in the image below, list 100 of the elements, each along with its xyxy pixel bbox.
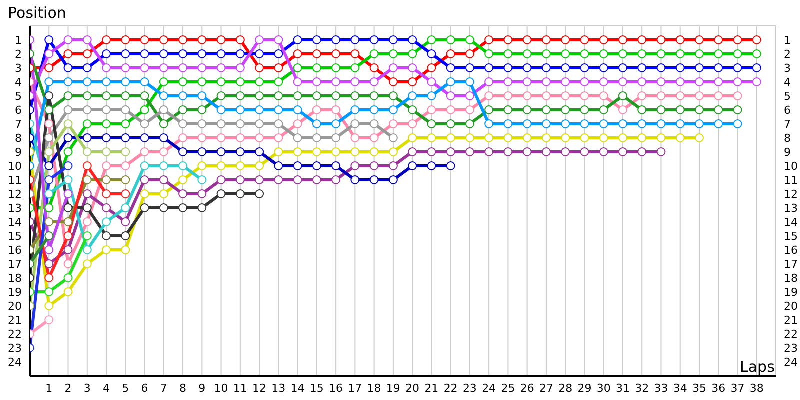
y2-tick-label: 10 [784, 160, 798, 173]
point [274, 162, 284, 170]
point [332, 176, 341, 184]
point [255, 120, 264, 128]
point [408, 134, 418, 142]
point [178, 92, 188, 100]
point [408, 120, 418, 128]
point [102, 120, 112, 128]
point [370, 92, 379, 100]
point [580, 134, 590, 142]
y2-tick-label: 14 [784, 216, 798, 229]
point [102, 218, 112, 226]
point [274, 36, 284, 44]
point [504, 134, 513, 142]
point [198, 36, 207, 44]
point [465, 64, 474, 72]
point [580, 50, 590, 58]
point [561, 120, 570, 128]
point [332, 36, 341, 44]
point [446, 120, 456, 128]
point [44, 78, 54, 86]
point [656, 106, 666, 114]
x-tick-label: 13 [272, 382, 286, 395]
point [484, 120, 494, 128]
point [542, 120, 551, 128]
point [102, 148, 112, 156]
point [44, 288, 54, 296]
point [599, 92, 608, 100]
point [656, 78, 666, 86]
point [140, 50, 150, 58]
x-tick-label: 3 [84, 382, 91, 395]
point [312, 64, 322, 72]
point [293, 148, 302, 156]
point [332, 162, 341, 170]
point [694, 78, 704, 86]
point [580, 64, 590, 72]
x-tick-label: 27 [539, 382, 554, 395]
x-tick-label: 31 [616, 382, 630, 395]
point [370, 50, 379, 58]
point [140, 64, 150, 72]
y2-tick-label: 20 [784, 300, 798, 313]
point [638, 106, 647, 114]
point [638, 92, 647, 100]
point [714, 120, 724, 128]
point [370, 148, 379, 156]
y2-tick-label: 18 [784, 272, 798, 285]
y-tick-label: 11 [8, 174, 22, 187]
point [312, 36, 322, 44]
point [694, 120, 704, 128]
point [388, 36, 398, 44]
point [121, 232, 130, 240]
point [216, 92, 226, 100]
point [332, 148, 341, 156]
point [216, 120, 226, 128]
point [159, 204, 168, 212]
point [82, 134, 92, 142]
point [504, 50, 513, 58]
point [64, 288, 73, 296]
point [140, 148, 150, 156]
point [332, 64, 341, 72]
point [312, 92, 322, 100]
point [522, 148, 532, 156]
point [293, 50, 302, 58]
x-tick-label: 18 [367, 382, 382, 395]
point [312, 176, 322, 184]
point [694, 92, 704, 100]
point [484, 106, 494, 114]
point [694, 50, 704, 58]
point [236, 120, 245, 128]
point [44, 50, 54, 58]
point [274, 78, 284, 86]
point [159, 120, 168, 128]
point [102, 246, 112, 254]
y-tick-label: 19 [8, 286, 22, 299]
point [121, 246, 130, 254]
point [44, 246, 54, 254]
point [446, 36, 456, 44]
point [446, 50, 456, 58]
point [694, 134, 704, 142]
y2-tick-label: 15 [784, 230, 798, 243]
point [599, 106, 608, 114]
point [255, 64, 264, 72]
point [388, 162, 398, 170]
point [102, 92, 112, 100]
point [178, 36, 188, 44]
point [64, 162, 73, 170]
point [140, 120, 150, 128]
point [312, 134, 322, 142]
y-axis-title: Position [8, 4, 66, 22]
point [465, 78, 474, 86]
point [255, 134, 264, 142]
point [656, 64, 666, 72]
point [64, 64, 73, 72]
y2-tick-label: 23 [784, 342, 798, 355]
point [82, 232, 92, 240]
point [82, 162, 92, 170]
x-tick-label: 19 [386, 382, 400, 395]
point [332, 106, 341, 114]
point [178, 50, 188, 58]
point [178, 120, 188, 128]
